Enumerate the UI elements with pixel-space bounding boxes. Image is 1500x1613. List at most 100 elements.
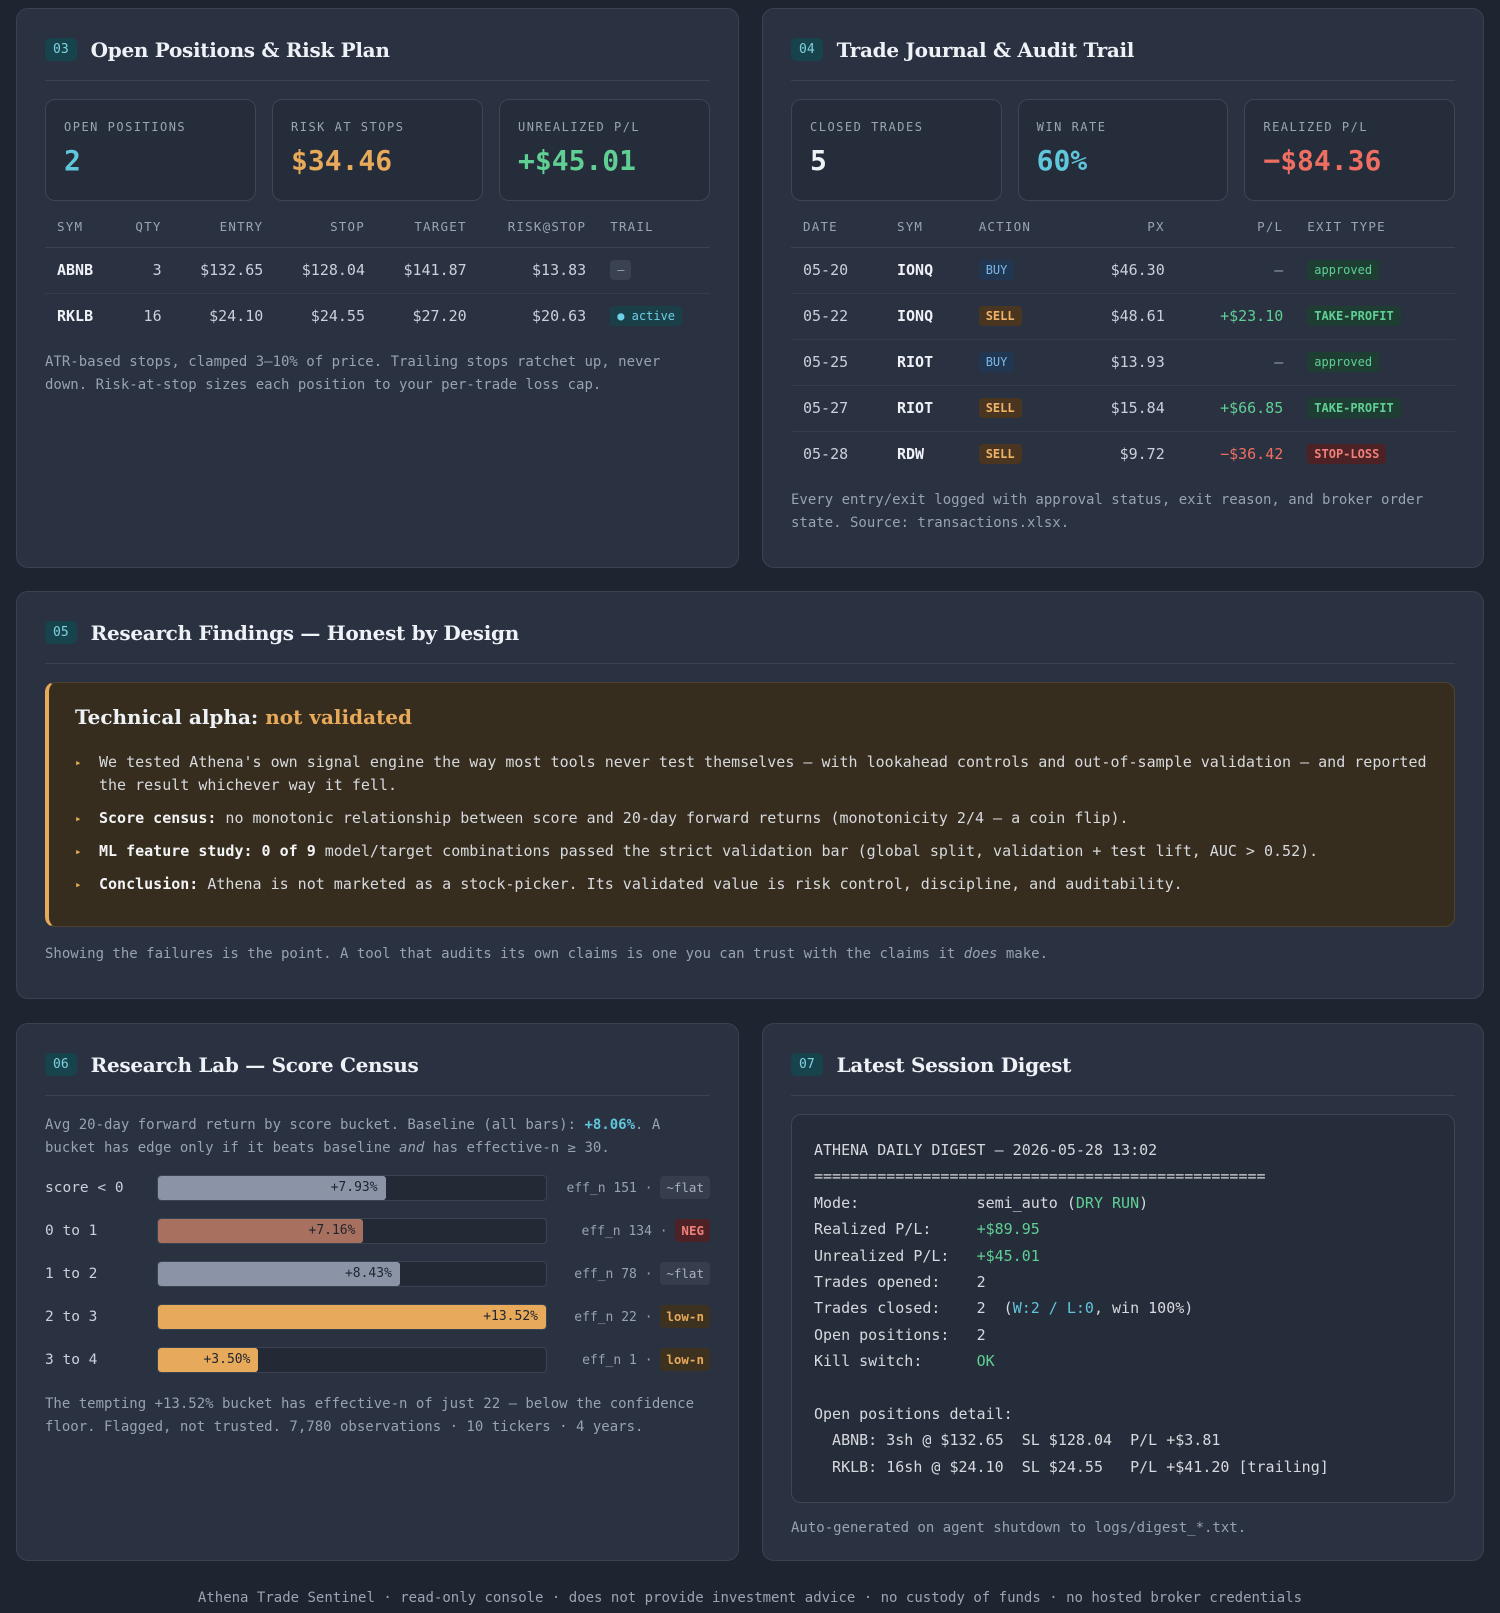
column-header: ENTRY [173,207,276,248]
findings-alert: Technical alpha: not validated ▸ We teste… [45,682,1455,927]
column-header: TRAIL [598,207,710,248]
table-header-row: SYM QTY ENTRY STOP TARGET RISK@STOP TRAI… [45,207,710,248]
cell-stop: $128.04 [275,247,377,294]
column-header: STOP [275,207,377,248]
kpi-value: 5 [810,144,827,177]
bar-row: score < 0 +7.93% eff_n 151 · ~flat [45,1166,710,1209]
bullet-arrow-icon: ▸ [75,756,82,769]
kpi-closed-trades: CLOSED TRADES 5 [791,99,1002,201]
panel-header: 03 Open Positions & Risk Plan [45,35,710,81]
cell-px: $13.93 [1070,339,1177,386]
session-digest-panel: 07 Latest Session Digest ATHENA DAILY DI… [762,1023,1484,1561]
exit-badge: TAKE-PROFIT [1307,397,1401,419]
bar-label: 2 to 3 [45,1308,98,1325]
panel-title: Research Findings — Honest by Design [90,620,520,645]
bullet-text: model/target combinations passed the str… [315,842,1319,860]
bucket-flag: ~flat [660,1176,710,1199]
cell-action: BUY [966,339,1071,386]
kpi-risk-at-stops: RISK AT STOPS $34.46 [272,99,483,201]
cell-pl: +$23.10 [1176,293,1296,340]
open-positions-panel: 03 Open Positions & Risk Plan OPEN POSIT… [16,8,739,568]
journal-table: DATE SYM ACTION PX P/L EXIT TYPE 05-20 I… [791,207,1455,477]
action-badge: SELL [978,305,1022,327]
cell-target: $141.87 [376,247,479,294]
action-badge: BUY [978,259,1015,281]
cell-entry: $132.65 [173,247,276,294]
trade-journal-panel: 04 Trade Journal & Audit Trail CLOSED TR… [762,8,1484,568]
intro-emphasis: and [399,1140,425,1156]
cell-px: $15.84 [1070,385,1177,432]
intro-text: Avg 20-day forward return by score bucke… [45,1117,585,1133]
cell-date: 05-27 [791,385,885,432]
table-row[interactable]: RKLB 16 $24.10 $24.55 $27.20 $20.63 ● ac… [45,293,710,339]
column-header: RISK@STOP [478,207,599,248]
column-header: P/L [1176,207,1296,248]
trail-badge: ● active [610,306,683,327]
panel-title: Research Lab — Score Census [90,1052,419,1077]
section-number: 06 [45,1053,77,1076]
bullet-bold: Conclusion: [99,875,199,893]
bullet-arrow-icon: ▸ [75,812,82,825]
research-lab-panel: 06 Research Lab — Score Census Avg 20-da… [16,1023,739,1561]
digest-line: Trades closed: 2 (W:2 / L:0, win 100%) [814,1299,1194,1318]
cell-action: SELL [966,293,1071,340]
eff-n-label: eff_n 78 · [574,1267,653,1282]
column-header: TARGET [376,207,479,248]
kpi-value: 60% [1036,144,1088,177]
digest-line: RKLB: 16sh @ $24.10 SL $24.55 P/L +$41.2… [814,1457,1329,1476]
list-item: ▸ Score census: no monotonic relationship… [75,807,1428,830]
bar-meta: eff_n 134 · NEG [547,1219,710,1242]
cell-exit: TAKE-PROFIT [1295,293,1455,340]
bar-label: 3 to 4 [45,1351,98,1368]
panel-title: Trade Journal & Audit Trail [836,37,1135,62]
bar-value-label: +7.93% [330,1180,378,1195]
exit-badge: TAKE-PROFIT [1307,305,1401,327]
panel-header: 05 Research Findings — Honest by Design [45,618,1455,664]
bucket-flag: ~flat [660,1262,710,1285]
digest-line: Unrealized P/L: +$45.01 [814,1246,1040,1265]
research-findings-panel: 05 Research Findings — Honest by Design … [16,591,1484,999]
digest-rule: ========================================… [814,1167,1266,1186]
section-number: 04 [791,38,823,61]
bullet-arrow-icon: ▸ [75,878,82,891]
lab-intro: Avg 20-day forward return by score bucke… [45,1114,710,1160]
panel-note: Every entry/exit logged with approval st… [791,492,1424,531]
cell-date: 05-22 [791,293,885,340]
table-row[interactable]: 05-22 IONQ SELL $48.61 +$23.10 TAKE-PROF… [791,293,1455,340]
table-row[interactable]: 05-27 RIOT SELL $15.84 +$66.85 TAKE-PROF… [791,385,1455,432]
table-row[interactable]: 05-28 RDW SELL $9.72 −$36.42 STOP-LOSS [791,431,1455,477]
cell-exit: STOP-LOSS [1295,431,1455,477]
bullet-bold: Score census: [99,809,217,827]
kpi-label: RISK AT STOPS [291,120,405,134]
positions-table: SYM QTY ENTRY STOP TARGET RISK@STOP TRAI… [45,207,710,339]
bar-meta: eff_n 22 · low-n [547,1305,710,1328]
bullet-text: We tested Athena's own signal engine the… [99,753,1427,794]
cell-date: 05-20 [791,247,885,294]
bar-value-label: +13.52% [483,1309,538,1324]
cell-risk: $13.83 [478,247,599,294]
bar-value-label: +3.50% [203,1352,251,1367]
kpi-label: REALIZED P/L [1263,120,1369,134]
bar-track: +8.43% [157,1260,547,1287]
score-census-chart: score < 0 +7.93% eff_n 151 · ~flat 0 to 1 +7… [45,1166,710,1381]
bar-label: 0 to 1 [45,1222,98,1239]
intro-text: . A bucket has edge only if it beats bas… [45,1117,661,1156]
bar-meta: eff_n 1 · low-n [547,1348,710,1371]
panel-header: 04 Trade Journal & Audit Trail [791,35,1455,81]
kpi-value: +$45.01 [518,144,637,177]
column-header: PX [1070,207,1177,248]
digest-line: Mode: semi_auto (DRY RUN) [814,1193,1149,1212]
kpi-unrealized-pl: UNREALIZED P/L +$45.01 [499,99,710,201]
table-row[interactable]: ABNB 3 $132.65 $128.04 $141.87 $13.83 — [45,247,710,294]
bullet-text: no monotonic relationship between score … [216,809,1129,827]
kpi-realized-pl: REALIZED P/L −$84.36 [1244,99,1456,201]
table-row[interactable]: 05-25 RIOT BUY $13.93 — approved [791,339,1455,386]
digest-blank [814,1375,1432,1401]
digest-line: Trades opened: 2 [814,1273,986,1292]
cell-px: $46.30 [1070,247,1177,294]
digest-line: Open positions detail: [814,1405,1013,1424]
table-header-row: DATE SYM ACTION PX P/L EXIT TYPE [791,207,1455,248]
panel-note: Showing the failures is the point. A too… [45,943,1455,966]
bar: +8.43% [158,1261,400,1286]
table-row[interactable]: 05-20 IONQ BUY $46.30 — approved [791,247,1455,294]
